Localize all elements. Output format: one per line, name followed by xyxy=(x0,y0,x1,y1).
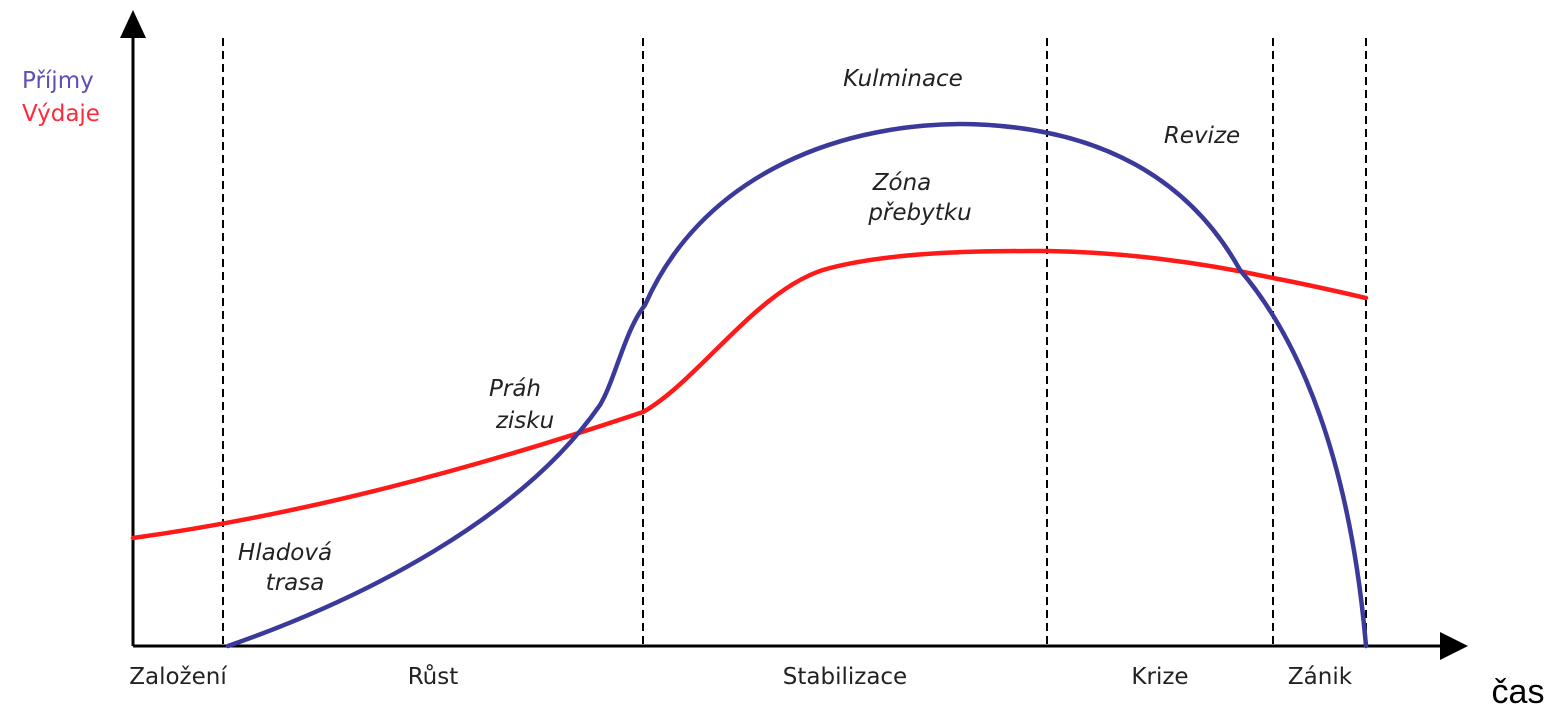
stage-label-growth: Růst xyxy=(408,663,459,690)
x-axis-label: čas xyxy=(1492,673,1545,708)
stage-label-crisis: Krize xyxy=(1131,664,1188,690)
stage-label-stabilization: Stabilizace xyxy=(783,664,907,690)
income-curve xyxy=(225,121,1369,649)
annotation-hungry-path-line2: trasa xyxy=(266,570,325,596)
annotation-profit-threshold-line2: zisku xyxy=(495,408,554,434)
stage-label-founding: Založení xyxy=(129,664,227,690)
annotation-revision: Revize xyxy=(1164,123,1240,149)
expenses-curve xyxy=(130,248,1369,541)
y-axis-arrowhead xyxy=(120,10,146,38)
annotation-hungry-path-line1: Hladová xyxy=(238,540,332,566)
stage-label-decline: Zánik xyxy=(1288,664,1353,690)
annotation-profit-threshold-line1: Práh xyxy=(489,376,541,402)
annotation-surplus-zone-line1: Zóna xyxy=(872,170,932,196)
annotation-surplus-zone-line2: přebytku xyxy=(867,200,971,226)
x-axis-arrowhead xyxy=(1440,632,1468,660)
legend-expenses: Výdaje xyxy=(22,101,100,127)
legend-income: Příjmy xyxy=(22,68,94,94)
annotation-culmination: Kulminace xyxy=(843,66,963,92)
